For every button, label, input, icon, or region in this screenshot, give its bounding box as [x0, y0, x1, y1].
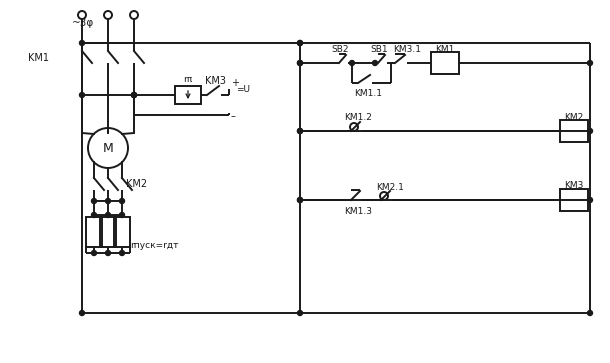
Circle shape: [106, 212, 110, 217]
Circle shape: [120, 250, 124, 256]
Circle shape: [106, 199, 110, 204]
Circle shape: [298, 129, 303, 134]
Circle shape: [298, 61, 303, 65]
Circle shape: [298, 61, 303, 65]
Circle shape: [120, 199, 124, 204]
Circle shape: [79, 310, 85, 315]
Bar: [114, 217, 130, 247]
Text: ~3φ: ~3φ: [72, 18, 95, 28]
Text: KM1: KM1: [28, 53, 49, 63]
Text: M: M: [102, 142, 113, 155]
Circle shape: [298, 41, 303, 45]
Circle shape: [132, 93, 137, 98]
Circle shape: [79, 41, 85, 45]
Circle shape: [587, 197, 592, 203]
Bar: [175, 86, 201, 104]
Text: rπ: rπ: [184, 74, 193, 83]
Text: rпуск=rдт: rпуск=rдт: [130, 241, 179, 249]
Circle shape: [120, 212, 124, 217]
Text: KM2: KM2: [126, 179, 147, 189]
Text: KM3: KM3: [564, 182, 584, 191]
Text: +: +: [231, 78, 239, 88]
Bar: [86, 217, 102, 247]
Circle shape: [587, 310, 592, 315]
Circle shape: [298, 41, 303, 45]
Text: KM1.1: KM1.1: [354, 89, 382, 98]
Text: KM1.2: KM1.2: [344, 114, 372, 122]
Text: –: –: [231, 111, 236, 121]
Circle shape: [92, 199, 96, 204]
Circle shape: [350, 61, 354, 65]
Circle shape: [587, 129, 592, 134]
Circle shape: [587, 61, 592, 65]
Text: KM2.1: KM2.1: [376, 183, 404, 192]
Text: KM3.1: KM3.1: [393, 45, 421, 54]
Bar: [431, 52, 459, 74]
Text: KM1: KM1: [436, 45, 454, 53]
Circle shape: [79, 93, 85, 98]
Circle shape: [298, 310, 303, 315]
Circle shape: [106, 250, 110, 256]
Circle shape: [92, 212, 96, 217]
Text: SB1: SB1: [370, 45, 388, 54]
Circle shape: [132, 93, 137, 98]
Text: =U: =U: [236, 86, 250, 94]
Circle shape: [298, 197, 303, 203]
Bar: [560, 189, 588, 211]
Circle shape: [298, 129, 303, 134]
Bar: [560, 120, 588, 142]
Text: KM3: KM3: [205, 76, 226, 86]
Circle shape: [132, 93, 137, 98]
Circle shape: [373, 61, 378, 65]
Text: KM1.3: KM1.3: [344, 208, 372, 216]
Circle shape: [92, 250, 96, 256]
Text: KM2: KM2: [564, 113, 584, 122]
Circle shape: [298, 197, 303, 203]
Bar: [100, 217, 116, 247]
Text: SB2: SB2: [331, 45, 349, 54]
